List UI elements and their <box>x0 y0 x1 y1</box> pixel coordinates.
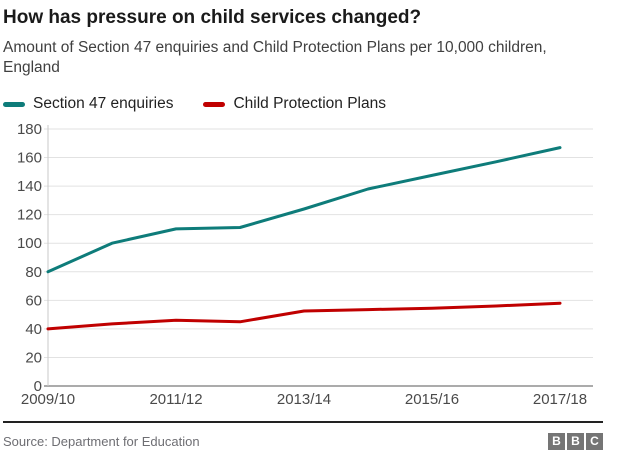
y-tick-label: 0 <box>34 378 42 395</box>
legend-swatch-red-icon <box>203 101 226 107</box>
legend-item-protection-plans: Child Protection Plans <box>203 95 386 113</box>
chart-subtitle: Amount of Section 47 enquiries and Child… <box>3 38 547 76</box>
bbc-logo-letter-b2: B <box>567 432 584 450</box>
source-text: Source: Department for Education <box>3 433 200 449</box>
legend-label-section-47: Section 47 enquiries <box>33 95 174 113</box>
x-tick-label: 2013/14 <box>277 391 331 408</box>
y-tick-label: 60 <box>25 292 42 309</box>
x-tick-label: 2015/16 <box>405 391 459 408</box>
footer: Source: Department for Education B B C <box>3 432 603 450</box>
x-tick-label: 2017/18 <box>533 391 587 408</box>
x-tick-label: 2009/10 <box>21 391 75 408</box>
legend-swatch-teal-icon <box>3 101 25 107</box>
legend: Section 47 enquiries Child Protection Pl… <box>3 95 603 113</box>
bbc-logo-letter-b1: B <box>548 432 565 450</box>
y-tick-label: 160 <box>17 150 42 167</box>
x-tick-label: 2011/12 <box>149 391 202 408</box>
y-tick-label: 80 <box>25 264 42 281</box>
y-tick-label: 180 <box>17 121 42 138</box>
legend-label-protection-plans: Child Protection Plans <box>233 95 386 113</box>
y-tick-label: 20 <box>25 350 42 367</box>
series-line-section-47-enquiries <box>46 146 562 274</box>
series-line-child-protection-plans <box>46 301 562 331</box>
legend-item-section-47: Section 47 enquiries <box>3 95 173 113</box>
line-chart: 0 20 40 60 80 100 120 140 160 180 2009/10 2011/12 20… <box>17 121 593 408</box>
page-title: How has pressure on child services chang… <box>3 7 422 28</box>
bbc-logo-letter-c: C <box>586 432 603 450</box>
footer-divider <box>3 421 603 424</box>
y-tick-label: 140 <box>17 178 42 195</box>
y-tick-label: 100 <box>17 235 42 252</box>
bbc-logo: B B C <box>548 432 603 450</box>
chart-card: How has pressure on child services chang… <box>3 0 603 450</box>
y-tick-label: 120 <box>17 207 42 224</box>
y-tick-label: 40 <box>25 321 42 338</box>
